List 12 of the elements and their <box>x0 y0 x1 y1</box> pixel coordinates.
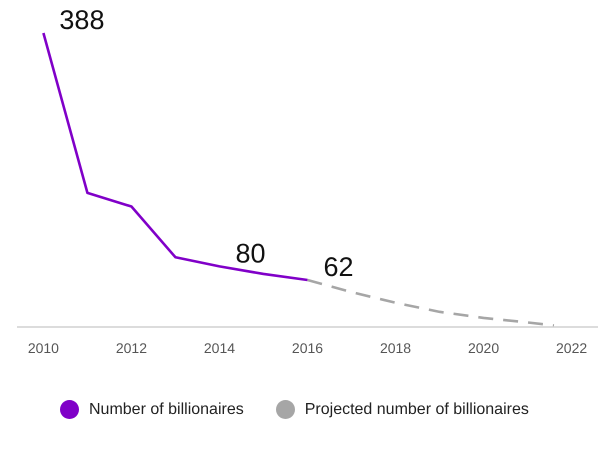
data-label: 62 <box>324 252 354 282</box>
legend-label: Number of billionaires <box>89 400 244 418</box>
x-tick-label: 2010 <box>28 340 60 356</box>
x-tick-label: 2012 <box>116 340 148 356</box>
x-tick-label: 2020 <box>468 340 500 356</box>
x-tick-label: 2022 <box>556 340 588 356</box>
legend-label: Projected number of billionaires <box>304 400 529 418</box>
x-tick-label: 2016 <box>292 340 324 356</box>
x-tick-label: 2018 <box>380 340 412 356</box>
data-label: 388 <box>59 5 104 35</box>
x-tick-label: 2014 <box>204 340 236 356</box>
data-label: 80 <box>235 238 266 268</box>
